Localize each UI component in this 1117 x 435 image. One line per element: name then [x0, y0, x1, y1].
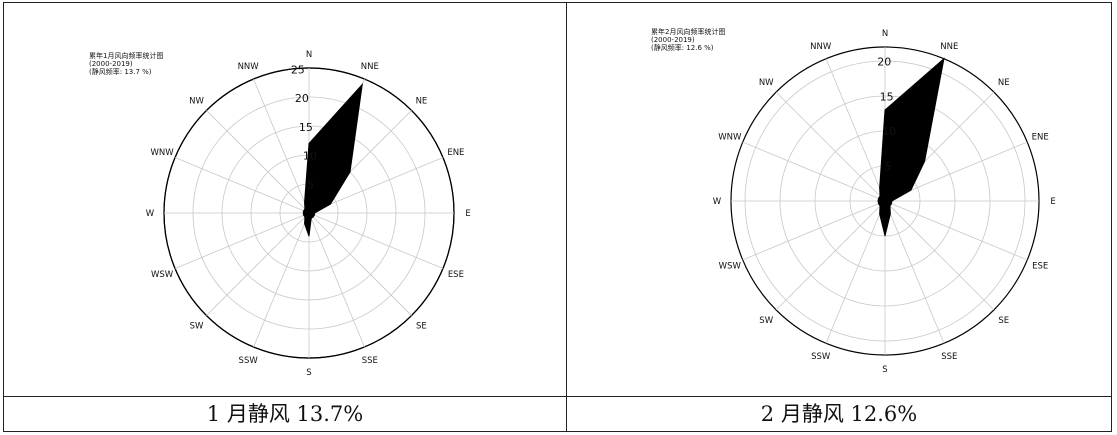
direction-label-nne: NNE — [940, 42, 958, 52]
direction-label-wsw: WSW — [719, 261, 742, 271]
direction-label-ene: ENE — [1032, 133, 1049, 143]
panel-divider — [566, 2, 567, 432]
radial-tick-label: 15 — [880, 90, 894, 103]
caption-separator — [3, 396, 1112, 397]
chart-title-line: (静风频率: 12.6 %) — [651, 43, 714, 52]
direction-label-n: N — [882, 29, 888, 39]
direction-label-w: W — [713, 197, 722, 207]
direction-label-s: S — [306, 368, 311, 378]
caption-january: 1 月静风 13.7% — [206, 402, 364, 426]
direction-label-nnw: NNW — [810, 42, 832, 52]
chart-title-line: (静风频率: 13.7 %) — [89, 67, 152, 76]
wind-rose-february: 5 10 15 20 N NNE NE ENE E ESE SE SSE S SSW SW WSW W WNW NW… — [651, 27, 1056, 375]
spoke-wsw — [742, 200, 886, 261]
wind-frequency-area — [877, 57, 945, 237]
chart-title-line: 累年1月风向频率统计图 — [89, 51, 163, 60]
spoke-ssw — [253, 212, 310, 348]
direction-label-sse: SSE — [362, 356, 378, 366]
chart-title-line: 累年2月风向频率统计图 — [651, 27, 725, 36]
radial-tick-label: 10 — [303, 150, 317, 163]
direction-label-nw: NW — [189, 97, 204, 107]
spoke-se — [308, 212, 412, 316]
spoke-sw — [206, 212, 310, 316]
radial-tick-label: 10 — [882, 125, 896, 138]
direction-label-ne: NE — [998, 78, 1010, 88]
chart-title-line: (2000-2019) — [89, 60, 133, 68]
figure-frame — [3, 2, 1112, 432]
direction-label-w: W — [146, 209, 155, 219]
spoke-wsw — [174, 212, 310, 269]
direction-label-wsw: WSW — [151, 270, 174, 280]
radial-tick-label: 20 — [295, 92, 309, 105]
direction-label-e: E — [465, 209, 470, 219]
direction-label-nne: NNE — [361, 62, 379, 72]
direction-label-s: S — [882, 365, 887, 375]
direction-label-sse: SSE — [941, 352, 957, 362]
wind-rose-january: 5 10 15 20 25N NNE NE ENE E ESE SE SSE S SSW SW WSW W WNW… — [89, 50, 471, 378]
direction-label-e: E — [1050, 197, 1055, 207]
radial-tick-label: 15 — [299, 121, 313, 134]
spoke-sw — [775, 200, 886, 311]
direction-label-wnw: WNW — [151, 148, 175, 158]
direction-label-ssw: SSW — [239, 356, 259, 366]
spoke-nnw — [253, 78, 310, 214]
wind-frequency-area — [302, 82, 363, 237]
direction-label-se: SE — [998, 316, 1009, 326]
direction-label-ne: NE — [416, 97, 428, 107]
spoke-ene — [308, 157, 444, 214]
spoke-nnw — [825, 58, 886, 202]
spoke-wnw — [174, 157, 310, 214]
spoke-ese — [884, 200, 1028, 261]
spoke-se — [884, 200, 995, 311]
spoke-wnw — [742, 141, 886, 202]
radial-tick-label: 20 — [877, 55, 891, 68]
direction-label-n: N — [306, 50, 312, 60]
spoke-ssw — [825, 200, 886, 344]
direction-label-nw: NW — [759, 78, 774, 88]
radial-tick-label: 25 — [291, 63, 305, 76]
direction-label-ese: ESE — [1032, 261, 1048, 271]
radial-tick-label: 5 — [885, 160, 892, 173]
wind-rose-panel-february: 5 10 15 20 N NNE NE ENE E ESE SE SSE S SSW SW WSW W WNW NW… — [567, 3, 1111, 396]
direction-label-sw: SW — [759, 316, 773, 326]
spoke-nw — [206, 110, 310, 214]
chart-title-line: (2000-2019) — [651, 36, 695, 44]
spoke-sse — [308, 212, 365, 348]
direction-label-ese: ESE — [448, 270, 464, 280]
wind-rose-panel-january: 5 10 15 20 25 N NNE NE ENE E ESE SE SSE S SSW SW WSW W WNW… — [4, 3, 566, 396]
caption-february: 2 月静风 12.6% — [760, 402, 918, 426]
direction-label-nnw: NNW — [238, 62, 260, 72]
spoke-nw — [775, 91, 886, 202]
direction-label-se: SE — [416, 321, 427, 331]
direction-label-sw: SW — [190, 321, 204, 331]
direction-label-ssw: SSW — [811, 352, 831, 362]
direction-label-ene: ENE — [447, 148, 464, 158]
direction-label-wnw: WNW — [718, 133, 742, 143]
spoke-sse — [884, 200, 945, 344]
spoke-ese — [308, 212, 444, 269]
radial-tick-label: 5 — [307, 178, 314, 191]
